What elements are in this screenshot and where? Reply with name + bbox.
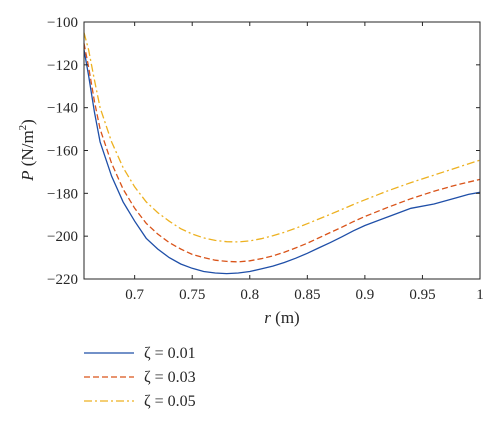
- svg-text:P (N/m2): P (N/m2): [17, 119, 37, 182]
- y-tick-label: −180: [47, 186, 78, 202]
- x-tick-label: 0.75: [179, 287, 205, 303]
- x-axis-unit: (m): [275, 308, 300, 327]
- series-line-2: [83, 43, 481, 263]
- legend-label-3: ζ = 0.05: [144, 393, 196, 410]
- y-tick-label: −220: [47, 272, 78, 288]
- x-axis-label: r (m): [264, 308, 299, 327]
- plot-lines: [83, 32, 481, 275]
- x-axis-ticks: 0.7 0.75 0.8 0.85 0.9 0.95 1: [125, 22, 484, 303]
- legend: ζ = 0.01 ζ = 0.03 ζ = 0.05: [84, 345, 196, 410]
- y-tick-label: −120: [47, 58, 78, 74]
- legend-label-2: ζ = 0.03: [144, 369, 196, 386]
- x-tick-label: 0.9: [356, 287, 375, 303]
- x-tick-label: 1: [476, 287, 484, 303]
- y-axis-unit-superscript: 2: [17, 125, 29, 131]
- series-line-3: [83, 32, 481, 243]
- y-axis-variable: P: [18, 170, 37, 181]
- x-tick-label: 0.95: [409, 287, 435, 303]
- y-tick-label: −100: [47, 15, 78, 31]
- y-tick-label: −160: [47, 144, 78, 160]
- y-tick-label: −140: [47, 101, 78, 117]
- x-tick-label: 0.85: [294, 287, 320, 303]
- y-axis-ticks: −220 −200 −180 −160 −140 −120 −100: [47, 15, 480, 288]
- legend-label-1: ζ = 0.01: [144, 345, 196, 362]
- x-tick-label: 0.7: [125, 287, 144, 303]
- y-axis-unit-suffix: ): [18, 119, 37, 125]
- y-axis-label: P (N/m2): [17, 119, 37, 182]
- series-line-1: [83, 49, 481, 275]
- y-axis-unit-prefix: (N/m: [18, 130, 37, 166]
- x-axis-variable: r: [264, 308, 271, 327]
- y-tick-label: −200: [47, 229, 78, 245]
- x-tick-label: 0.8: [240, 287, 259, 303]
